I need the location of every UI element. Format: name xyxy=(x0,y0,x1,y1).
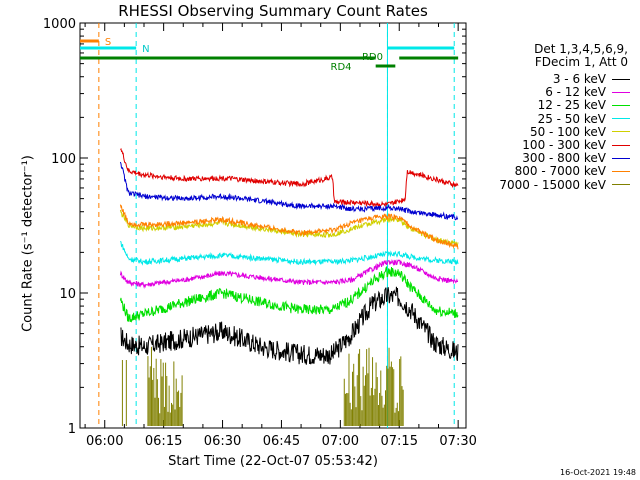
legend-header-line-2: FDecim 1, Att 0 xyxy=(534,55,628,69)
flag-label: RD4 xyxy=(331,62,352,73)
legend-swatch xyxy=(612,104,630,106)
series-line xyxy=(119,209,459,247)
x-tick-label: 07:30 xyxy=(439,434,476,449)
plot-frame xyxy=(79,22,467,429)
x-tick-label: 07:00 xyxy=(322,434,359,449)
y-tick-label: 100 xyxy=(51,152,76,167)
legend-entry-label: 25 - 50 keV xyxy=(537,111,606,126)
y-axis-label: Count Rate (s⁻¹ detector⁻¹) xyxy=(20,155,36,332)
legend-swatch xyxy=(612,170,630,172)
legend-entry: 7000 - 15000 keV xyxy=(499,178,630,192)
legend-entry-label: 7000 - 15000 keV xyxy=(499,177,606,192)
legend-entry: 300 - 800 keV xyxy=(522,151,630,165)
legend-swatch xyxy=(612,118,630,120)
legend-swatch xyxy=(612,184,630,186)
legend-entry: 3 - 6 keV xyxy=(553,72,630,86)
y-tick-label: 1000 xyxy=(43,17,76,32)
legend-entry-label: 6 - 12 keV xyxy=(545,85,606,100)
legend-entry-label: 3 - 6 keV xyxy=(552,72,606,86)
legend-swatch xyxy=(612,157,630,159)
legend-swatch xyxy=(612,144,630,146)
x-tick-label: 06:15 xyxy=(145,434,182,449)
legend-swatch xyxy=(612,78,630,80)
series-line xyxy=(120,147,459,209)
x-axis-label: Start Time (22-Oct-07 05:53:42) xyxy=(168,454,378,469)
y-tick-label: 10 xyxy=(59,287,76,302)
series-line xyxy=(119,265,459,323)
x-tick-label: 06:45 xyxy=(263,434,300,449)
series-line xyxy=(119,259,458,289)
footer-stamp: 16-Oct-2021 19:48 xyxy=(560,468,636,477)
legend-entry: 12 - 25 keV xyxy=(538,98,630,112)
legend-entry: 100 - 300 keV xyxy=(522,138,630,152)
x-tick-label: 07:15 xyxy=(381,434,418,449)
legend-entry: 800 - 7000 keV xyxy=(515,164,630,178)
legend-swatch xyxy=(612,91,630,93)
x-tick-label: 06:30 xyxy=(204,434,241,449)
legend-entry-label: 50 - 100 keV xyxy=(529,124,606,139)
series-line xyxy=(120,286,459,365)
legend-entry-label: 800 - 7000 keV xyxy=(514,164,606,179)
legend-entry-label: 300 - 800 keV xyxy=(522,151,606,166)
legend-swatch xyxy=(612,131,630,133)
flag-label: S xyxy=(105,37,111,48)
legend-entry-label: 100 - 300 keV xyxy=(522,138,606,152)
chart-title: RHESSI Observing Summary Count Rates xyxy=(118,2,428,20)
legend-entry: 50 - 100 keV xyxy=(530,125,630,139)
y-tick-label: 1 xyxy=(68,422,76,437)
legend-entry-label: 12 - 25 keV xyxy=(537,98,606,113)
flag-label: RD0 xyxy=(362,52,383,63)
flag-label: N xyxy=(142,44,149,55)
series-line xyxy=(119,161,459,221)
series-line xyxy=(119,204,459,250)
legend-entry: 6 - 12 keV xyxy=(545,85,630,99)
legend-entry: 25 - 50 keV xyxy=(538,112,630,126)
legend-header: Det 1,3,4,5,6,9, FDecim 1, Att 0 xyxy=(534,43,628,69)
series-line xyxy=(120,240,459,266)
x-tick-label: 06:00 xyxy=(86,434,123,449)
legend-header-line-1: Det 1,3,4,5,6,9, xyxy=(534,42,628,56)
